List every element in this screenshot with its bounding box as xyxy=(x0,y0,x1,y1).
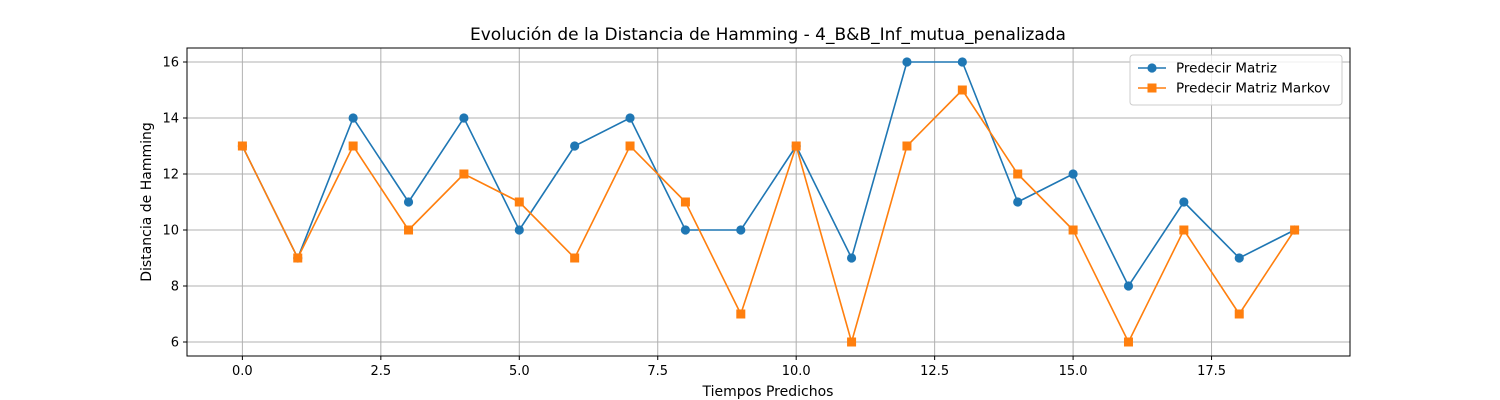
data-point xyxy=(1234,253,1244,263)
y-tick-label: 8 xyxy=(171,280,179,295)
series-line xyxy=(241,61,1295,287)
x-tick-label: 2.5 xyxy=(370,364,391,379)
series-2 xyxy=(237,85,1300,347)
legend-label: Predecir Matriz xyxy=(1176,61,1277,77)
data-point xyxy=(791,141,801,151)
x-tick-label: 7.5 xyxy=(647,364,668,379)
data-point xyxy=(1068,169,1078,179)
data-point xyxy=(957,85,967,95)
legend-box xyxy=(1129,54,1343,106)
data-point xyxy=(1013,197,1023,207)
data-point xyxy=(404,225,414,235)
plot-frame xyxy=(186,47,1351,357)
data-point xyxy=(625,141,635,151)
data-point xyxy=(736,225,746,235)
data-point xyxy=(625,113,635,123)
legend-item: Predecir Matriz Markov xyxy=(1138,81,1330,97)
x-axis-label: Tiempos Predichos xyxy=(702,384,834,400)
legend: Predecir Matriz Predecir Matriz Markov xyxy=(1129,54,1343,106)
data-point xyxy=(1123,281,1134,291)
data-point xyxy=(680,197,690,207)
y-axis-label: Distancia de Hamming xyxy=(139,122,155,282)
data-point xyxy=(680,225,691,235)
y-tick-label: 10 xyxy=(162,224,179,239)
data-point xyxy=(1179,197,1189,207)
x-tick-label: 15.0 xyxy=(1059,364,1088,379)
data-point xyxy=(403,197,414,207)
data-point xyxy=(1290,225,1300,235)
x-tick-label: 10.0 xyxy=(782,364,811,379)
x-tick-label: 0.0 xyxy=(232,364,253,379)
series-layer xyxy=(237,57,1300,347)
chart-title: Evolución de la Distancia de Hamming - 4… xyxy=(470,25,1066,45)
data-point xyxy=(1179,225,1189,235)
data-point xyxy=(1068,225,1078,235)
legend-item: Predecir Matriz xyxy=(1138,61,1277,77)
data-point xyxy=(1013,169,1023,179)
legend-label: Predecir Matriz Markov xyxy=(1176,81,1330,97)
legend-marker xyxy=(1147,83,1157,93)
y-tick-label: 12 xyxy=(162,168,179,183)
data-point xyxy=(514,225,524,235)
y-tick-label: 6 xyxy=(171,336,179,351)
data-point xyxy=(736,309,746,319)
data-point xyxy=(902,141,912,151)
data-point xyxy=(237,141,247,151)
x-tick-label: 17.5 xyxy=(1197,364,1226,379)
data-point xyxy=(570,253,580,263)
x-tick-label: 5.0 xyxy=(509,364,530,379)
data-point xyxy=(957,57,967,67)
y-axis-ticks: 6 8 10 12 14 16 xyxy=(162,56,187,351)
legend-marker xyxy=(1147,63,1157,73)
series-line xyxy=(241,89,1296,343)
data-point xyxy=(847,337,857,347)
data-point xyxy=(570,141,580,151)
data-point xyxy=(902,57,912,67)
data-point xyxy=(293,253,303,263)
y-tick-label: 16 xyxy=(162,56,179,71)
y-tick-label: 14 xyxy=(162,112,179,127)
data-point xyxy=(514,197,524,207)
data-point xyxy=(459,113,469,123)
x-tick-label: 12.5 xyxy=(920,364,949,379)
data-point xyxy=(1234,309,1244,319)
data-point xyxy=(348,113,358,123)
data-point xyxy=(459,169,469,179)
data-point xyxy=(348,141,358,151)
data-point xyxy=(846,253,857,263)
x-axis-ticks: 0.0 2.5 5.0 7.5 10.0 12.5 15.0 17.5 xyxy=(232,356,1226,379)
data-point xyxy=(1123,337,1133,347)
